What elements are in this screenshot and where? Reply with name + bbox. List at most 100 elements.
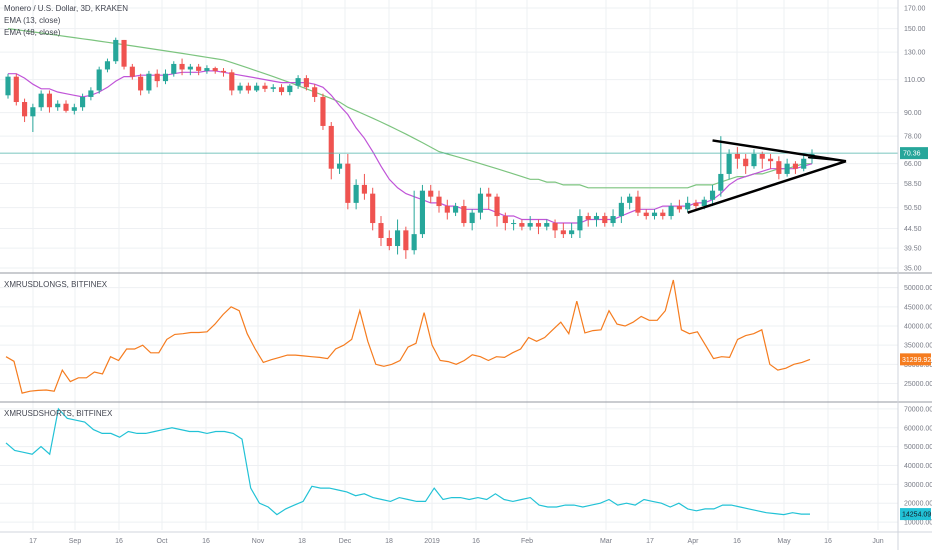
candle[interactable] [726,149,732,180]
candle[interactable] [262,82,268,93]
upper-trendline[interactable] [712,139,847,163]
candle[interactable] [651,209,658,220]
candle[interactable] [610,209,616,227]
candle[interactable] [593,212,600,227]
candle[interactable] [295,75,301,89]
candle[interactable] [345,153,351,210]
candle[interactable] [436,190,442,213]
candle[interactable] [577,209,583,239]
candle[interactable] [386,230,392,251]
candle[interactable] [287,84,293,96]
candle[interactable] [63,100,69,113]
candle[interactable] [46,90,53,113]
candle[interactable] [55,100,61,111]
candle[interactable] [38,90,44,111]
candle[interactable] [618,196,624,224]
candle[interactable] [569,223,575,239]
candle[interactable] [444,199,450,220]
candle[interactable] [627,193,633,210]
candle[interactable] [303,75,309,91]
candle[interactable] [734,147,740,169]
candle[interactable] [428,184,434,203]
candle[interactable] [668,202,674,220]
candle[interactable] [660,209,666,220]
candle[interactable] [511,219,517,231]
candle[interactable] [635,190,641,217]
candle[interactable] [30,103,36,133]
price-pane[interactable] [0,28,898,259]
candle[interactable] [254,82,260,93]
candle[interactable] [527,216,533,231]
candle[interactable] [370,187,376,231]
candle[interactable] [519,219,525,231]
candle[interactable] [204,65,210,74]
candle[interactable] [419,184,426,239]
candle[interactable] [693,199,699,210]
candle[interactable] [179,58,185,76]
candle[interactable] [361,173,367,200]
candle[interactable] [162,69,169,85]
lower-trendline[interactable] [687,159,847,214]
apex-line[interactable] [807,156,847,162]
candle[interactable] [171,61,177,77]
candle[interactable] [743,153,749,174]
candle[interactable] [718,136,724,197]
candle[interactable] [88,87,94,101]
candle[interactable] [270,84,276,93]
candle[interactable] [403,226,409,259]
candle[interactable] [229,69,235,96]
candle[interactable] [378,216,384,247]
symmetrical-triangle[interactable] [687,139,847,214]
candle[interactable] [585,212,591,227]
candle[interactable] [776,156,782,180]
ema-48-line[interactable] [7,28,812,189]
candle[interactable] [643,209,649,220]
candle[interactable] [544,219,550,231]
candle[interactable] [278,84,285,96]
candle[interactable] [320,93,326,130]
candle[interactable] [328,122,334,180]
candle[interactable] [394,219,401,255]
candle[interactable] [502,212,508,231]
candle[interactable] [494,193,500,227]
candle[interactable] [767,153,774,169]
candle[interactable] [486,187,492,210]
candle[interactable] [138,73,144,96]
candle[interactable] [552,219,558,239]
shorts-series-line[interactable] [5,407,810,516]
candle[interactable] [560,223,566,239]
candle[interactable] [477,187,484,220]
candle[interactable] [113,37,119,64]
candle[interactable] [784,158,790,177]
candle[interactable] [312,84,318,103]
candle[interactable] [535,219,542,235]
candle[interactable] [5,73,11,99]
candle[interactable] [196,63,202,76]
candle[interactable] [212,66,218,74]
candle[interactable] [13,73,19,106]
candle[interactable] [461,199,467,227]
candle[interactable] [104,58,111,73]
candle[interactable] [792,161,798,174]
candle[interactable] [220,68,227,77]
candle[interactable] [96,66,102,94]
candle[interactable] [411,190,417,255]
candle[interactable] [187,63,193,76]
longs-series-line[interactable] [5,279,811,394]
candle[interactable] [759,151,765,169]
candle[interactable] [80,93,86,111]
shorts-pane[interactable] [5,407,810,516]
candle[interactable] [453,202,459,217]
candle[interactable] [709,184,716,207]
candle[interactable] [801,153,807,172]
candle[interactable] [154,69,160,88]
candle[interactable] [237,82,243,94]
longs-pane[interactable] [5,279,811,394]
candle[interactable] [602,212,608,227]
candle[interactable] [146,70,152,94]
candle[interactable] [353,179,359,210]
candle[interactable] [751,149,757,169]
candle[interactable] [245,82,251,94]
ema-13-line[interactable] [8,70,813,224]
candle[interactable] [676,199,682,213]
